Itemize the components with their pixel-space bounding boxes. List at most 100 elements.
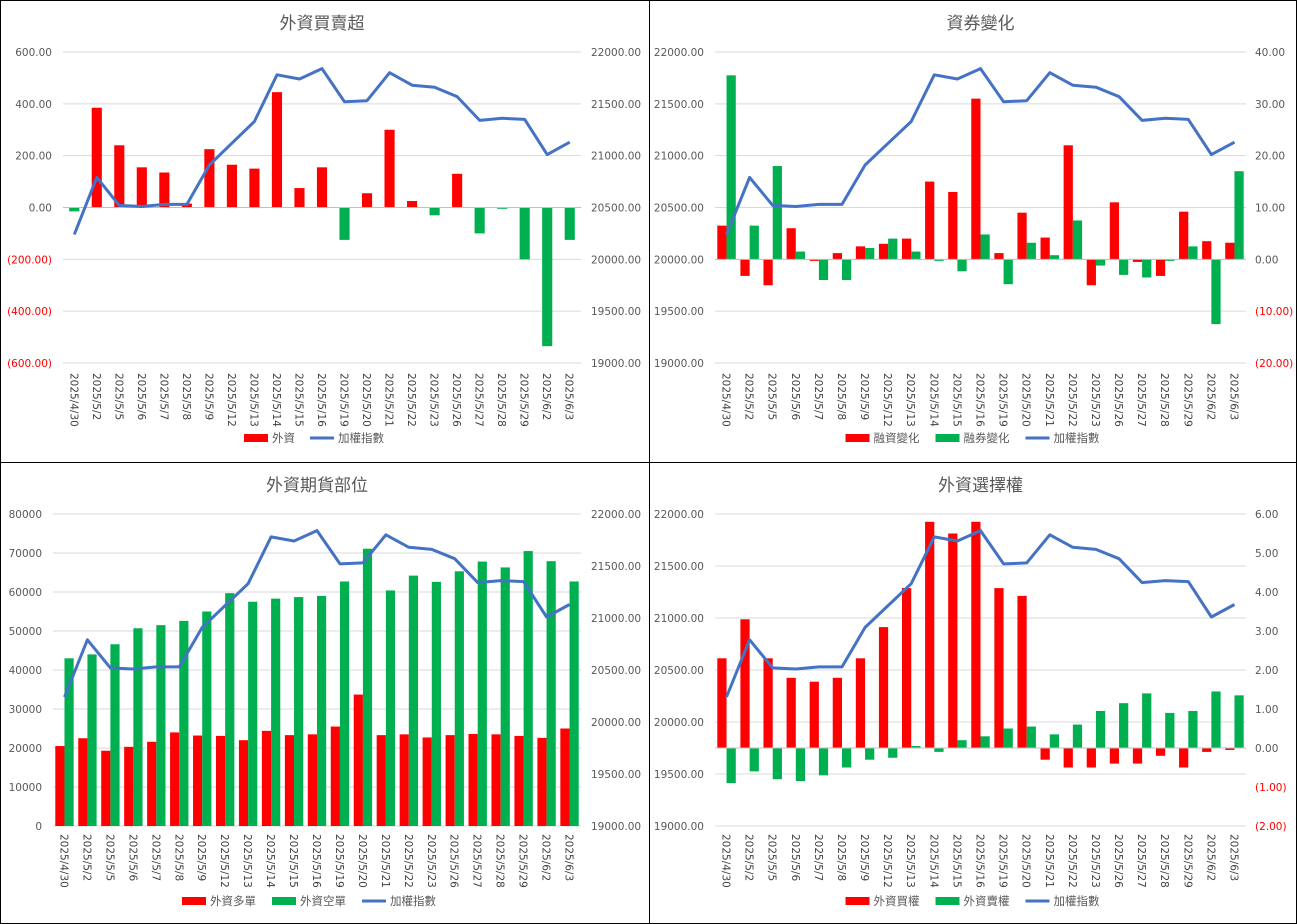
bar-外資空單	[202, 611, 212, 826]
x-tick-label: 2025/5/2	[80, 834, 92, 881]
bar-外資	[136, 167, 147, 208]
bar-外資買權	[855, 658, 866, 748]
bar-融券變化	[911, 251, 921, 260]
bar-融券變化	[795, 251, 806, 260]
bar-外資空單	[133, 628, 143, 826]
x-tick-label: 2025/5/6	[789, 834, 801, 881]
x-tick-label: 2025/5/28	[495, 373, 507, 427]
bar-融資變化	[1063, 145, 1073, 260]
x-tick-label: 2025/5/15	[950, 834, 962, 888]
y-right-tick-label: 5.00	[1255, 548, 1278, 560]
y-right-tick-label: (20.00)	[1255, 358, 1293, 370]
x-tick-label: 2025/6/3	[563, 834, 575, 881]
y-left-tick-label: 0	[35, 821, 42, 833]
bar-外資多單	[55, 746, 65, 826]
y-right-tick-label: 21000.00	[591, 613, 641, 625]
x-tick-label: 2025/5/21	[379, 834, 391, 888]
legend-label: 外資買權	[874, 894, 920, 908]
bar-外資買權	[1132, 748, 1143, 764]
y-left-tick-label: 19000.00	[654, 358, 704, 370]
bar-融券變化	[1234, 171, 1244, 260]
bar-融券變化	[1188, 246, 1198, 260]
bar-外資買權	[1202, 748, 1212, 752]
bar-融券變化	[1049, 255, 1059, 260]
bar-外資買權	[717, 658, 727, 748]
bar-外資賣權	[1119, 703, 1129, 748]
y-left-tick-label: 30000	[9, 704, 42, 716]
y-left-tick-label: 19000.00	[654, 821, 704, 833]
bar-融資變化	[948, 191, 958, 260]
y-left-tick-label: 600.00	[15, 47, 52, 59]
bar-融券變化	[1119, 259, 1129, 275]
bar-外資空單	[294, 597, 304, 826]
x-tick-label: 2025/5/5	[766, 373, 778, 420]
x-tick-label: 2025/5/6	[135, 373, 147, 420]
y-right-tick-label: 4.00	[1255, 587, 1278, 599]
bar-融資變化	[763, 259, 773, 286]
bar-外資	[91, 107, 102, 208]
legend-label: 外資多單	[210, 894, 256, 908]
y-right-tick-label: 6.00	[1255, 509, 1278, 521]
y-right-tick-label: 20.00	[1255, 151, 1285, 163]
x-tick-label: 2025/5/9	[858, 373, 870, 420]
legend-label: 外資空單	[300, 894, 346, 908]
x-tick-label: 2025/6/2	[540, 373, 552, 420]
bar-外資多單	[261, 730, 272, 826]
bar-外資空單	[523, 551, 533, 826]
bar-外資賣權	[1049, 734, 1059, 748]
bar-外資空單	[500, 567, 510, 826]
y-left-tick-label: (400.00)	[7, 306, 52, 318]
x-tick-label: 2025/6/3	[1227, 373, 1239, 420]
x-tick-label: 2025/5/2	[743, 373, 755, 420]
bar-外資空單	[317, 595, 327, 826]
y-left-tick-label: 40000	[9, 665, 42, 677]
bar-外資多單	[491, 734, 501, 826]
bar-外資多單	[560, 728, 570, 826]
bar-外資	[159, 172, 170, 208]
bar-融資變化	[1155, 259, 1166, 276]
x-tick-label: 2025/5/16	[310, 834, 322, 888]
bar-外資賣權	[1003, 728, 1013, 748]
y-right-tick-label: 22000.00	[591, 47, 641, 59]
bar-融券變化	[1003, 259, 1013, 285]
bar-融券變化	[1211, 259, 1221, 325]
bar-外資賣權	[1142, 693, 1152, 748]
x-tick-label: 2025/5/2	[90, 373, 102, 420]
x-tick-label: 2025/5/14	[927, 834, 939, 888]
bar-外資	[294, 188, 305, 208]
bar-融資變化	[1017, 212, 1027, 260]
x-tick-label: 2025/5/7	[149, 834, 161, 881]
x-tick-label: 2025/5/27	[473, 373, 485, 427]
bar-外資賣權	[795, 748, 806, 782]
bar-外資買權	[832, 677, 842, 748]
x-tick-label: 2025/5/2	[743, 834, 755, 881]
x-tick-label: 2025/4/30	[720, 373, 732, 427]
x-tick-label: 2025/5/27	[471, 834, 483, 888]
x-tick-label: 2025/5/19	[338, 373, 350, 427]
bar-外資多單	[193, 735, 203, 826]
x-tick-label: 2025/5/16	[315, 373, 327, 427]
x-tick-label: 2025/5/22	[1066, 834, 1078, 888]
bar-融資變化	[809, 259, 819, 261]
x-tick-label: 2025/5/13	[241, 834, 253, 888]
bar-外資空單	[362, 548, 373, 826]
bar-外資買權	[902, 588, 912, 748]
bar-外資	[519, 207, 530, 260]
bar-融券變化	[1026, 242, 1036, 260]
x-tick-label: 2025/5/27	[1135, 373, 1147, 427]
x-tick-label: 2025/5/9	[858, 834, 870, 881]
line-加權指數	[72, 67, 571, 236]
x-tick-label: 2025/5/23	[1089, 373, 1101, 427]
legend-swatch	[244, 434, 268, 442]
x-tick-label: 2025/4/30	[720, 834, 732, 888]
x-tick-label: 2025/5/26	[448, 834, 460, 888]
bar-融券變化	[749, 225, 759, 260]
y-left-tick-label: 19500.00	[654, 306, 704, 318]
x-tick-label: 2025/5/7	[157, 373, 169, 420]
bar-外資買權	[1225, 748, 1235, 750]
y-left-tick-label: 19500.00	[654, 769, 704, 781]
bar-外資空單	[569, 581, 579, 826]
bar-外資買權	[740, 619, 750, 748]
bar-外資	[452, 173, 463, 208]
bar-外資多單	[399, 734, 409, 826]
